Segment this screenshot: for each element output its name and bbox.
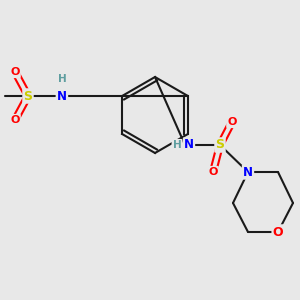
Text: O: O [227,117,237,127]
Text: H: H [172,140,182,150]
Text: S: S [23,89,32,103]
Text: N: N [184,139,194,152]
Text: O: O [10,115,20,125]
Text: H: H [58,74,66,84]
Text: O: O [273,226,283,238]
Text: O: O [10,67,20,77]
Text: O: O [208,167,218,177]
Text: S: S [215,139,224,152]
Text: N: N [57,89,67,103]
Text: N: N [243,166,253,178]
